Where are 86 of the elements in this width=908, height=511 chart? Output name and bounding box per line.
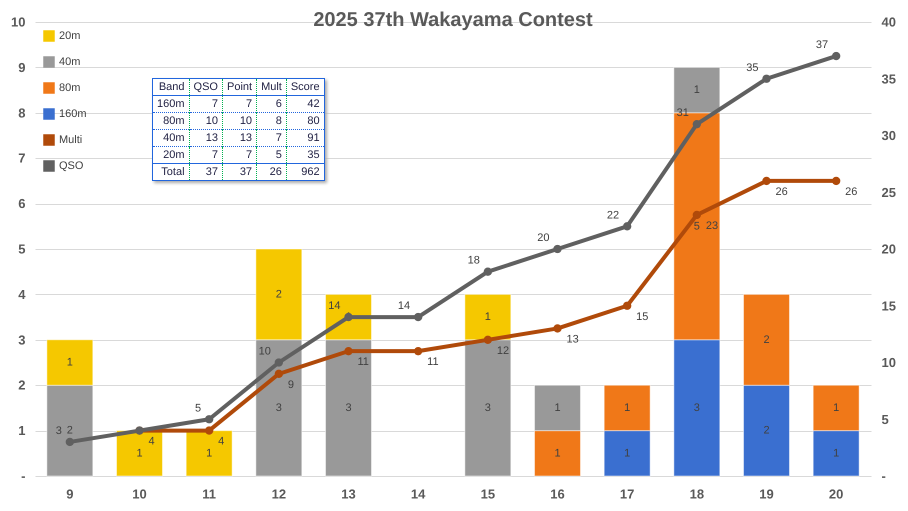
text: Total 37 37 26 962 xyxy=(161,166,320,178)
data-label: 9 xyxy=(288,378,294,391)
x-tick-label: 14 xyxy=(410,486,426,502)
data-label: 3 xyxy=(56,424,62,437)
y-tick-label: 4 xyxy=(18,286,26,302)
data-label: 26 xyxy=(776,186,788,198)
data-label: 1 xyxy=(833,447,840,460)
data-label: 11 xyxy=(358,356,369,368)
x-tick-label: 11 xyxy=(202,486,216,502)
y2-tick-label: 15 xyxy=(882,298,896,314)
x-tick-label: 20 xyxy=(828,486,844,502)
data-label: 1 xyxy=(554,402,561,414)
data-label: 1 xyxy=(484,311,491,324)
y2-tick-label: 35 xyxy=(882,71,896,86)
legend-label: 20m xyxy=(59,30,80,42)
data-label: 12 xyxy=(496,344,510,357)
data-label: 3 xyxy=(484,402,491,414)
data-label: 14 xyxy=(398,300,410,312)
data-label: 2 xyxy=(66,424,73,437)
data-label: 1 xyxy=(694,84,700,96)
y-tick-label: 6 xyxy=(18,196,26,212)
y-tick-label: 2 xyxy=(18,378,26,393)
x-tick-label: 19 xyxy=(759,486,774,502)
data-label: 22 xyxy=(606,209,620,222)
y2-tick-label: 20 xyxy=(882,242,896,256)
data-label: 1 xyxy=(624,402,630,414)
legend-label: 80m xyxy=(59,82,80,94)
legend-label: Multi xyxy=(59,134,82,146)
y-tick-label: - xyxy=(21,468,26,484)
legend-label: 160m xyxy=(59,108,87,120)
annotation: Band QSO Point Mult Score xyxy=(158,80,321,95)
data-label: 18 xyxy=(468,254,480,267)
text: 40m 13 13 7 91 xyxy=(163,132,320,144)
chart-title: 2025 37th Wakayama Contest xyxy=(313,9,594,31)
text: 20m 7 7 5 35 xyxy=(163,149,320,161)
x-tick-label: 18 xyxy=(690,486,704,502)
data-label: 26 xyxy=(845,186,858,198)
y-tick-label: 8 xyxy=(18,105,26,120)
data-label: 5 xyxy=(195,402,202,414)
x-tick-label: 16 xyxy=(550,486,565,502)
y2-tick-label: 40 xyxy=(882,14,896,30)
y2-tick-label: 10 xyxy=(882,355,896,370)
data-label: 20 xyxy=(537,232,550,244)
data-label: 10 xyxy=(258,346,271,358)
y-tick-label: 3 xyxy=(18,332,26,348)
y-tick-label: 9 xyxy=(18,60,26,75)
data-label: 1 xyxy=(833,402,840,414)
x-tick-label: 17 xyxy=(620,486,634,502)
x-tick-label: 12 xyxy=(272,486,286,502)
y-tick-label: 5 xyxy=(18,242,26,256)
legend-label: 40m xyxy=(59,56,80,68)
text: 80m 10 10 8 80 xyxy=(163,115,320,127)
y-tick-label: 7 xyxy=(18,150,26,166)
data-label: 37 xyxy=(816,39,828,52)
data-label: 4 xyxy=(218,436,224,448)
data-label: 1 xyxy=(554,447,561,460)
data-label: 14 xyxy=(328,300,340,312)
y-tick-label: 10 xyxy=(11,14,26,30)
x-tick-label: 9 xyxy=(66,486,74,502)
data-label: 3 xyxy=(276,402,282,414)
x-tick-label: 10 xyxy=(132,486,147,502)
x-tick-label: 15 xyxy=(480,486,496,502)
text: 160m 7 7 6 42 xyxy=(157,98,320,110)
x-tick-label: 13 xyxy=(341,486,356,502)
y2-tick-label: 25 xyxy=(882,184,896,200)
y2-tick-label: 30 xyxy=(882,128,896,143)
data-label: 5 xyxy=(694,220,700,232)
data-label: 3 xyxy=(345,402,352,414)
data-label: 15 xyxy=(636,310,648,323)
data-label: 35 xyxy=(746,62,758,74)
data-label: 3 xyxy=(694,402,700,414)
data-label: 2 xyxy=(763,424,770,437)
data-label: 1 xyxy=(136,447,143,460)
data-label: 1 xyxy=(624,447,630,460)
y-tick-label: 1 xyxy=(18,423,26,438)
data-label: 2 xyxy=(763,334,770,346)
y2-tick-label: - xyxy=(882,468,886,484)
data-label: 13 xyxy=(566,333,579,346)
data-label: 23 xyxy=(706,220,718,232)
y2-tick-label: 5 xyxy=(882,412,889,427)
data-label: 11 xyxy=(427,356,439,368)
data-label: 4 xyxy=(148,436,155,448)
data-label: 1 xyxy=(66,356,73,368)
legend-label: QSO xyxy=(59,160,84,172)
data-label: 1 xyxy=(206,447,212,460)
data-label: 2 xyxy=(276,288,282,300)
